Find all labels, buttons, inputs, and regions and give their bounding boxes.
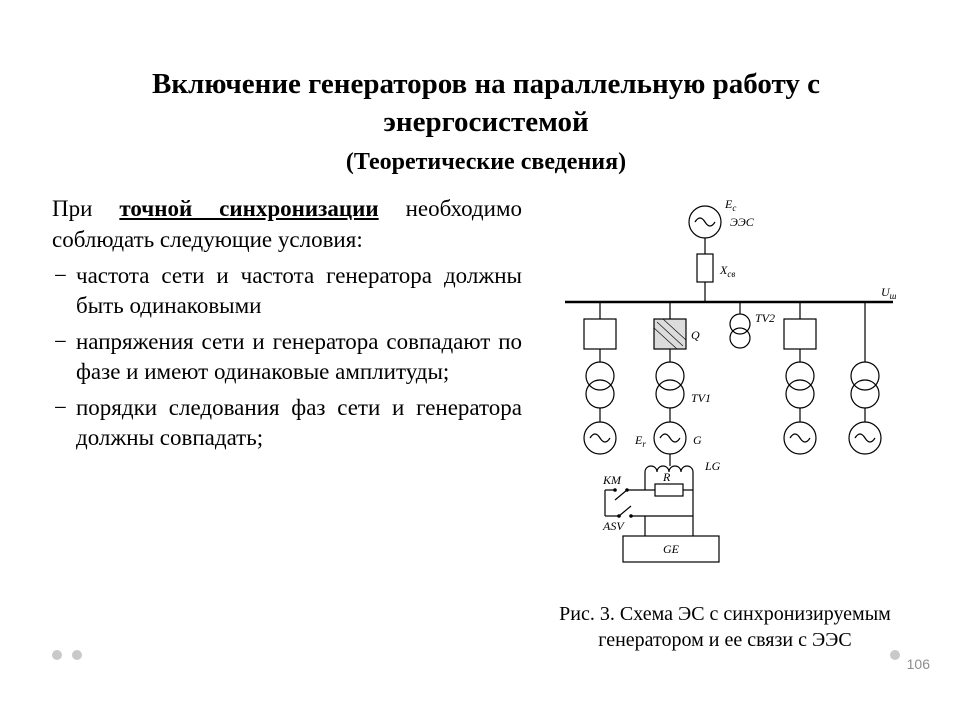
diagram-label: KM (602, 473, 622, 487)
diagram-label: GE (663, 542, 680, 556)
list-item: частота сети и частота генератора должны… (52, 261, 522, 322)
intro-pre: При (52, 196, 119, 221)
slide-dot-icon (72, 650, 82, 660)
page-number: 106 (907, 656, 930, 672)
content-row: При точной синхронизации необходимо собл… (52, 194, 920, 653)
diagram-label: G (693, 433, 702, 447)
list-item: порядки следования фаз сети и генератора… (52, 393, 522, 454)
list-item: напряжения сети и генератора совпадают п… (52, 327, 522, 388)
slide-dot-icon (890, 650, 900, 660)
page-subtitle: (Теоретические сведения) (52, 149, 920, 176)
circuit-diagram: ЭЭС Eс Хсв Uш (545, 194, 905, 594)
diagram-label: TV2 (755, 311, 775, 325)
diagram-label: ш (890, 291, 897, 301)
intro-paragraph: При точной синхронизации необходимо собл… (52, 194, 522, 255)
svg-text:Er: Er (634, 433, 646, 449)
page-title: Включение генераторов на параллельную ра… (82, 66, 890, 141)
figure-caption: Рис. 3. Схема ЭС с синхронизируемым гене… (548, 602, 902, 653)
diagram-label: ЭЭС (730, 215, 755, 229)
diagram-label: R (662, 470, 671, 484)
diagram-label: TV1 (691, 391, 711, 405)
diagram-label: Q (691, 328, 700, 342)
diagram-label: с (732, 203, 736, 213)
diagram-label: r (642, 439, 646, 449)
slide-dot-icon (52, 650, 62, 660)
svg-text:Хсв: Хсв (719, 263, 735, 279)
svg-text:Uш: Uш (881, 285, 897, 301)
text-column: При точной синхронизации необходимо собл… (52, 194, 522, 458)
diagram-label: LG (704, 459, 721, 473)
diagram-label: ASV (602, 519, 625, 533)
diagram-label: св (727, 269, 735, 279)
intro-strong: точной синхронизации (119, 196, 378, 221)
slide: Включение генераторов на параллельную ра… (0, 0, 960, 720)
svg-text:Eс: Eс (724, 197, 736, 213)
conditions-list: частота сети и частота генератора должны… (52, 261, 522, 453)
figure-column: ЭЭС Eс Хсв Uш (540, 194, 910, 653)
